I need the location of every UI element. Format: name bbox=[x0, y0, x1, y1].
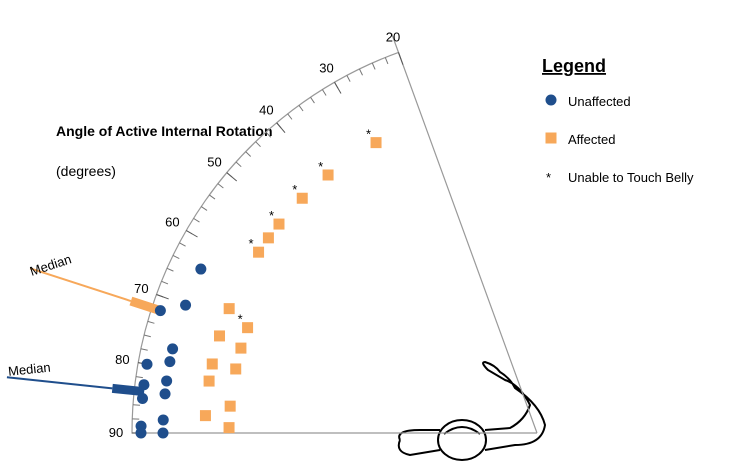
minor-tick bbox=[359, 68, 363, 76]
point bbox=[262, 232, 274, 244]
minor-tick bbox=[217, 183, 224, 189]
point bbox=[296, 192, 308, 204]
flag-mark: * bbox=[269, 208, 274, 223]
minor-tick bbox=[161, 280, 169, 285]
flag-mark: * bbox=[238, 312, 243, 327]
minor-tick bbox=[346, 75, 351, 82]
legend-flag: * bbox=[546, 170, 551, 185]
median-line bbox=[6, 376, 113, 390]
minor-tick bbox=[135, 376, 143, 379]
point bbox=[235, 342, 247, 354]
legend-label: Affected bbox=[568, 132, 615, 147]
point bbox=[545, 132, 557, 144]
legend-title: Legend bbox=[542, 56, 606, 76]
minor-tick bbox=[298, 105, 304, 112]
point bbox=[135, 427, 147, 439]
minor-tick bbox=[179, 242, 186, 247]
chart-title-1: Angle of Active Internal Rotation bbox=[56, 123, 273, 139]
point bbox=[137, 392, 149, 404]
fan-outline bbox=[131, 51, 537, 434]
tick-label: 80 bbox=[115, 352, 129, 367]
tick-label: 50 bbox=[207, 154, 221, 169]
tick-label: 20 bbox=[386, 29, 400, 44]
minor-tick bbox=[310, 96, 315, 104]
point bbox=[223, 303, 235, 315]
tick-mark bbox=[398, 52, 404, 65]
point bbox=[273, 218, 285, 230]
point bbox=[223, 422, 235, 434]
tick-label: 60 bbox=[165, 215, 179, 230]
point bbox=[203, 375, 215, 387]
point bbox=[157, 414, 169, 426]
fan-edge bbox=[391, 33, 538, 434]
median-bar bbox=[111, 383, 145, 397]
minor-tick bbox=[193, 217, 200, 223]
minor-tick bbox=[384, 57, 389, 65]
minor-tick bbox=[200, 206, 208, 211]
point bbox=[545, 94, 557, 106]
tick-mark bbox=[156, 294, 169, 300]
point bbox=[224, 400, 236, 412]
minor-tick bbox=[255, 141, 261, 148]
point bbox=[214, 330, 226, 342]
flag-mark: * bbox=[249, 236, 254, 251]
minor-tick bbox=[245, 151, 252, 157]
tick-mark bbox=[276, 122, 286, 134]
point bbox=[370, 137, 382, 149]
flag-mark: * bbox=[318, 159, 323, 174]
minor-tick bbox=[147, 320, 155, 324]
minor-tick bbox=[287, 113, 293, 120]
tick-label: 70 bbox=[134, 281, 148, 296]
point bbox=[322, 169, 334, 181]
point bbox=[242, 322, 254, 334]
minor-tick bbox=[371, 62, 376, 70]
minor-tick bbox=[209, 194, 216, 200]
tick-mark bbox=[226, 172, 238, 182]
point bbox=[154, 305, 166, 317]
minor-tick bbox=[265, 131, 272, 138]
figure bbox=[397, 360, 547, 461]
point bbox=[199, 410, 211, 422]
point bbox=[195, 263, 207, 275]
minor-tick bbox=[172, 255, 180, 259]
point bbox=[164, 356, 176, 368]
minor-tick bbox=[321, 89, 327, 96]
point bbox=[161, 375, 173, 387]
point bbox=[230, 363, 242, 375]
tick-label: 90 bbox=[109, 425, 123, 440]
tick-label: 40 bbox=[259, 102, 273, 117]
point bbox=[167, 343, 179, 355]
flag-mark: * bbox=[366, 127, 371, 142]
point bbox=[138, 379, 150, 391]
minor-tick bbox=[235, 161, 242, 168]
minor-tick bbox=[166, 267, 174, 272]
point bbox=[159, 388, 171, 400]
tick-mark bbox=[186, 230, 198, 238]
minor-tick bbox=[140, 348, 148, 351]
median-line bbox=[29, 267, 132, 303]
tick-mark bbox=[334, 82, 342, 94]
chart-subtitle: (degrees) bbox=[56, 163, 116, 179]
tick-label: 30 bbox=[319, 60, 333, 75]
point bbox=[253, 246, 265, 258]
flag-mark: * bbox=[292, 182, 297, 197]
median-label: Median bbox=[7, 360, 51, 379]
point bbox=[206, 358, 218, 370]
minor-tick bbox=[143, 334, 151, 338]
point bbox=[141, 358, 153, 370]
legend-label: Unaffected bbox=[568, 94, 631, 109]
point bbox=[180, 299, 192, 311]
point bbox=[157, 427, 169, 439]
legend-label: Unable to Touch Belly bbox=[568, 170, 694, 185]
